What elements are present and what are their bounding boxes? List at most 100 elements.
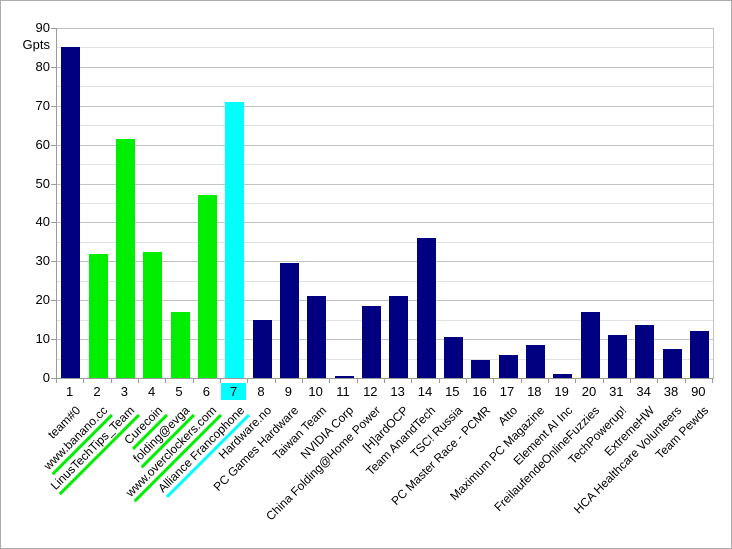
- x-axis-tick: [411, 379, 413, 383]
- bar-rank-10: [307, 296, 327, 378]
- x-axis-tick: [384, 379, 385, 383]
- x-axis-tick: [438, 379, 440, 383]
- x-axis-tick: [302, 379, 303, 383]
- bar-rank-31: [607, 335, 627, 378]
- gridline-minor: [57, 358, 713, 360]
- gridline-major: [57, 183, 713, 185]
- y-axis-tick-label: 70: [35, 97, 50, 113]
- bar-rank-18: [525, 345, 545, 378]
- gridline-major: [57, 28, 713, 29]
- x-rank-label: 8: [257, 384, 265, 399]
- gridline-minor: [57, 86, 713, 88]
- x-axis-tick: [493, 379, 495, 383]
- y-axis-tick-label: 50: [35, 175, 50, 191]
- x-axis-tick: [83, 379, 85, 383]
- x-axis-tick: [520, 379, 522, 383]
- gridline-minor: [57, 164, 713, 166]
- x-rank-label: 7: [220, 383, 247, 400]
- x-axis-tick: [274, 379, 276, 383]
- y-axis-tick: [51, 378, 56, 379]
- y-axis-tick: [51, 144, 56, 146]
- x-axis-tick: [575, 379, 577, 383]
- x-rank-label: 11: [336, 384, 350, 399]
- x-rank-label: 31: [609, 384, 624, 399]
- x-rank-label: 19: [554, 384, 569, 399]
- gridline-minor: [57, 241, 713, 243]
- bar-rank-3: [115, 139, 135, 378]
- x-rank-label: 6: [202, 384, 210, 399]
- bar-rank-16: [471, 360, 491, 378]
- x-axis-tick: [630, 379, 631, 383]
- bar-rank-1: [61, 47, 81, 378]
- bar-rank-7: [225, 102, 245, 378]
- bar-rank-15: [443, 337, 463, 378]
- x-axis-tick: [684, 379, 686, 383]
- x-axis-tick: [138, 379, 139, 383]
- bar-rank-19: [553, 374, 573, 378]
- bar-rank-6: [197, 195, 217, 378]
- x-axis-tick: [466, 379, 467, 383]
- plot-area: [56, 28, 714, 379]
- x-axis-tick: [329, 379, 331, 383]
- gridline-major: [57, 300, 713, 302]
- x-axis-tick: [657, 379, 659, 383]
- gridline-minor: [57, 125, 713, 127]
- x-rank-highlight: 7: [221, 383, 247, 400]
- x-axis-tick: [110, 379, 112, 383]
- bar-rank-11: [334, 376, 354, 378]
- x-axis-tick: [192, 379, 194, 383]
- bar-rank-9: [279, 263, 299, 378]
- x-axis-tick: [220, 379, 221, 383]
- x-rank-label: 16: [472, 384, 487, 399]
- gridline-minor: [57, 280, 713, 282]
- x-rank-label: 90: [691, 384, 706, 399]
- x-rank-label: 18: [527, 384, 542, 399]
- y-axis-tick: [51, 300, 56, 302]
- bar-rank-12: [361, 306, 381, 378]
- y-axis-tick-label: 40: [35, 214, 50, 230]
- x-axis-tick: [56, 379, 57, 383]
- y-axis-tick-label: 0: [42, 370, 50, 385]
- x-rank-label: 13: [390, 384, 405, 399]
- y-axis-tick-label: 60: [35, 136, 50, 152]
- x-rank-label: 4: [148, 384, 156, 399]
- gridline-major: [57, 261, 713, 263]
- x-axis-tick: [247, 379, 249, 383]
- x-rank-label: 2: [93, 384, 101, 399]
- x-axis-tick: [712, 379, 713, 383]
- bar-rank-90: [689, 331, 709, 378]
- gridline-major: [57, 222, 713, 224]
- y-axis-tick-label: 80: [35, 58, 50, 74]
- y-axis-tick-label: 20: [35, 292, 50, 308]
- x-rank-label: 34: [636, 384, 651, 399]
- x-rank-label: 5: [175, 384, 183, 399]
- bar-rank-14: [416, 238, 436, 378]
- x-rank-label: 12: [363, 384, 378, 399]
- y-axis-unit-label: Gpts: [22, 37, 50, 52]
- y-axis-tick-label: 10: [35, 331, 50, 347]
- gridline-minor: [57, 47, 713, 49]
- x-axis-tick: [165, 379, 167, 383]
- x-rank-label: 20: [581, 384, 597, 399]
- x-rank-label: 38: [663, 384, 679, 399]
- bar-rank-2: [88, 254, 108, 378]
- gridline-major: [57, 105, 713, 107]
- x-rank-label: 15: [445, 384, 460, 399]
- x-axis-tick: [356, 379, 358, 383]
- bar-rank-8: [252, 320, 272, 378]
- y-axis-tick: [51, 261, 56, 263]
- bar-rank-4: [143, 252, 163, 378]
- y-axis-tick: [51, 105, 56, 107]
- bar-rank-13: [389, 296, 409, 378]
- gridline-minor: [57, 319, 713, 321]
- x-rank-label: 9: [284, 384, 292, 399]
- y-axis-tick-label: 30: [35, 253, 50, 269]
- x-rank-label: 1: [66, 384, 74, 399]
- gridline-major: [57, 339, 713, 341]
- bar-rank-5: [170, 312, 190, 378]
- bar-rank-17: [498, 355, 518, 378]
- gridline-minor: [57, 203, 713, 204]
- y-axis-tick: [51, 339, 56, 341]
- bar-rank-38: [662, 349, 682, 378]
